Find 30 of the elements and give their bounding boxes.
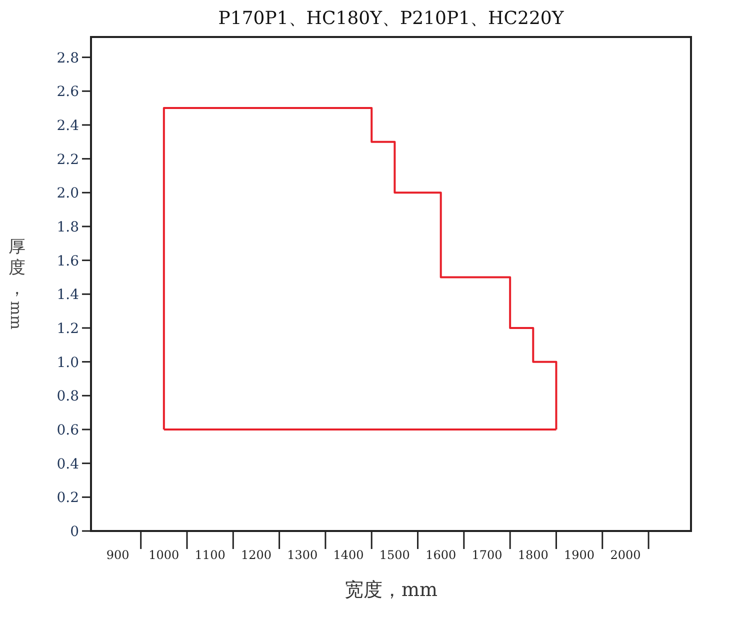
x-tick-label: 1400 bbox=[333, 548, 364, 562]
x-tick-label: 1200 bbox=[240, 548, 272, 562]
y-tick-label: 1.8 bbox=[56, 219, 79, 236]
x-tick-label: 900 bbox=[106, 548, 130, 562]
y-tick-label: 0 bbox=[70, 524, 79, 540]
y-tick-label: 1.0 bbox=[56, 354, 79, 371]
x-tick-label: 1500 bbox=[379, 548, 410, 562]
x-tick-label: 1000 bbox=[148, 548, 180, 562]
y-tick-label: 0.4 bbox=[56, 456, 80, 472]
y-tick-label: 2.2 bbox=[56, 152, 79, 168]
x-tick-label: 1900 bbox=[564, 548, 595, 562]
x-tick-label: 1300 bbox=[287, 548, 318, 562]
y-tick-label: 2.4 bbox=[56, 118, 80, 134]
y-tick-label: 2.8 bbox=[56, 50, 79, 66]
y-tick-label: 1.2 bbox=[56, 320, 79, 337]
x-tick-label: 2000 bbox=[610, 548, 641, 562]
x-tick-label: 1800 bbox=[518, 548, 548, 562]
x-tick-label: 1600 bbox=[426, 548, 456, 562]
y-tick-label: 2.0 bbox=[56, 186, 79, 202]
y-tick-label: 1.4 bbox=[56, 287, 80, 304]
y-tick-label: 0.2 bbox=[56, 490, 79, 506]
y-tick-label: 0.6 bbox=[56, 422, 80, 438]
y-axis-title: 厚度，mm bbox=[7, 237, 26, 330]
chart-title: P170P1、HC180Y、P210P1、HC220Y bbox=[218, 8, 565, 29]
y-tick-label: 1.6 bbox=[56, 253, 80, 270]
y-tick-label: 2.6 bbox=[56, 84, 80, 100]
x-axis-title: 宽度，mm bbox=[344, 579, 438, 601]
x-tick-label: 1700 bbox=[472, 548, 502, 562]
x-tick-label: 1100 bbox=[194, 548, 226, 562]
y-tick-label: 0.8 bbox=[56, 388, 79, 405]
